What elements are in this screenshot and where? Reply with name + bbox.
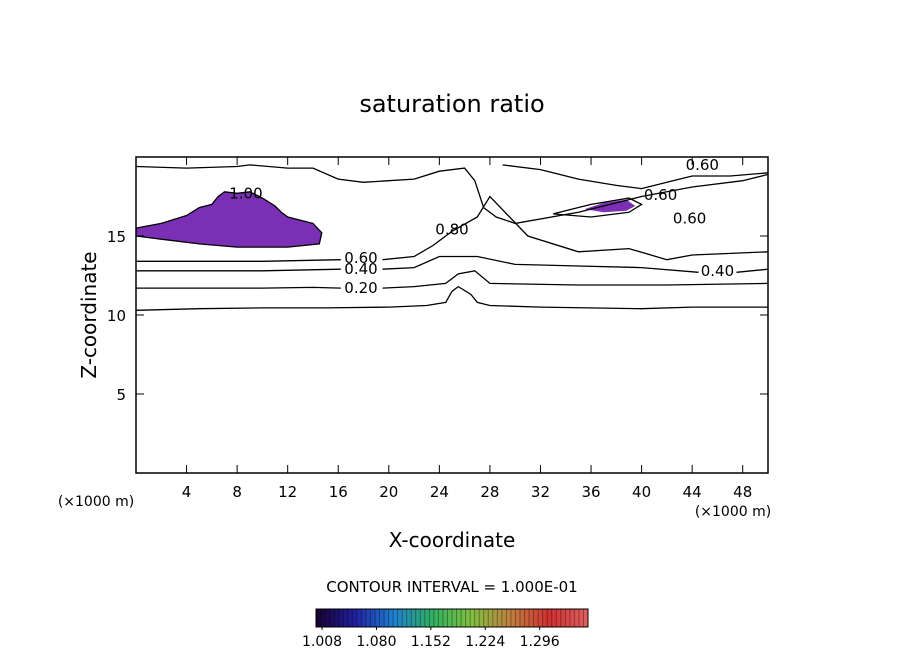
x-tick-label: 24 — [430, 483, 449, 501]
contour-label: 0.60 — [686, 156, 719, 174]
colorbar-tick-label: 1.152 — [411, 634, 451, 650]
x-tick-label: 40 — [632, 483, 651, 501]
x-unit: (×1000 m) — [695, 504, 771, 520]
contour-label: 0.40 — [701, 262, 734, 280]
contour-label: 0.80 — [435, 221, 468, 239]
filled-region — [136, 191, 322, 248]
x-tick-label: 12 — [278, 483, 297, 501]
contour-line — [136, 255, 769, 273]
contour-label: 0.60 — [673, 210, 706, 228]
y-unit: (×1000 m) — [58, 494, 134, 510]
contour-label: 0.60 — [644, 186, 677, 204]
colorbar-tick-label: 1.296 — [520, 634, 560, 650]
x-tick-label: 32 — [531, 483, 550, 501]
contour-label: 0.20 — [344, 279, 377, 297]
x-tick-label: 44 — [683, 483, 702, 501]
contour-label: 0.60 — [344, 249, 377, 267]
contour-line — [135, 285, 768, 311]
contour-label: 1.00 — [229, 184, 262, 202]
contour-line — [136, 195, 769, 262]
y-tick-label: 5 — [116, 386, 126, 404]
contour-interval: CONTOUR INTERVAL = 1.000E-01 — [326, 578, 577, 596]
x-tick-label: 36 — [581, 483, 600, 501]
x-tick-label: 28 — [480, 483, 499, 501]
x-axis-label: X-coordinate — [389, 528, 516, 552]
y-axis-label: Z-coordinate — [77, 251, 101, 378]
filled-region — [584, 199, 636, 213]
contour-line — [135, 164, 769, 225]
contour-line — [502, 164, 769, 190]
contour-label: 0.40 — [344, 260, 377, 278]
y-tick-label: 15 — [107, 228, 126, 246]
x-tick-label: 8 — [232, 483, 242, 501]
colorbar-tick-label: 1.008 — [302, 634, 342, 650]
chart-title: saturation ratio — [359, 90, 544, 118]
contour-line — [136, 270, 769, 289]
x-tick-label: 48 — [733, 483, 752, 501]
contour-line — [135, 191, 323, 248]
x-tick-label: 20 — [379, 483, 398, 501]
x-tick-label: 4 — [182, 483, 192, 501]
colorbar — [315, 608, 589, 628]
contour-line — [552, 197, 643, 218]
x-tick-label: 16 — [329, 483, 348, 501]
colorbar-tick-label: 1.080 — [356, 634, 396, 650]
colorbar-tick-label: 1.224 — [465, 634, 505, 650]
y-tick-label: 10 — [107, 307, 126, 325]
